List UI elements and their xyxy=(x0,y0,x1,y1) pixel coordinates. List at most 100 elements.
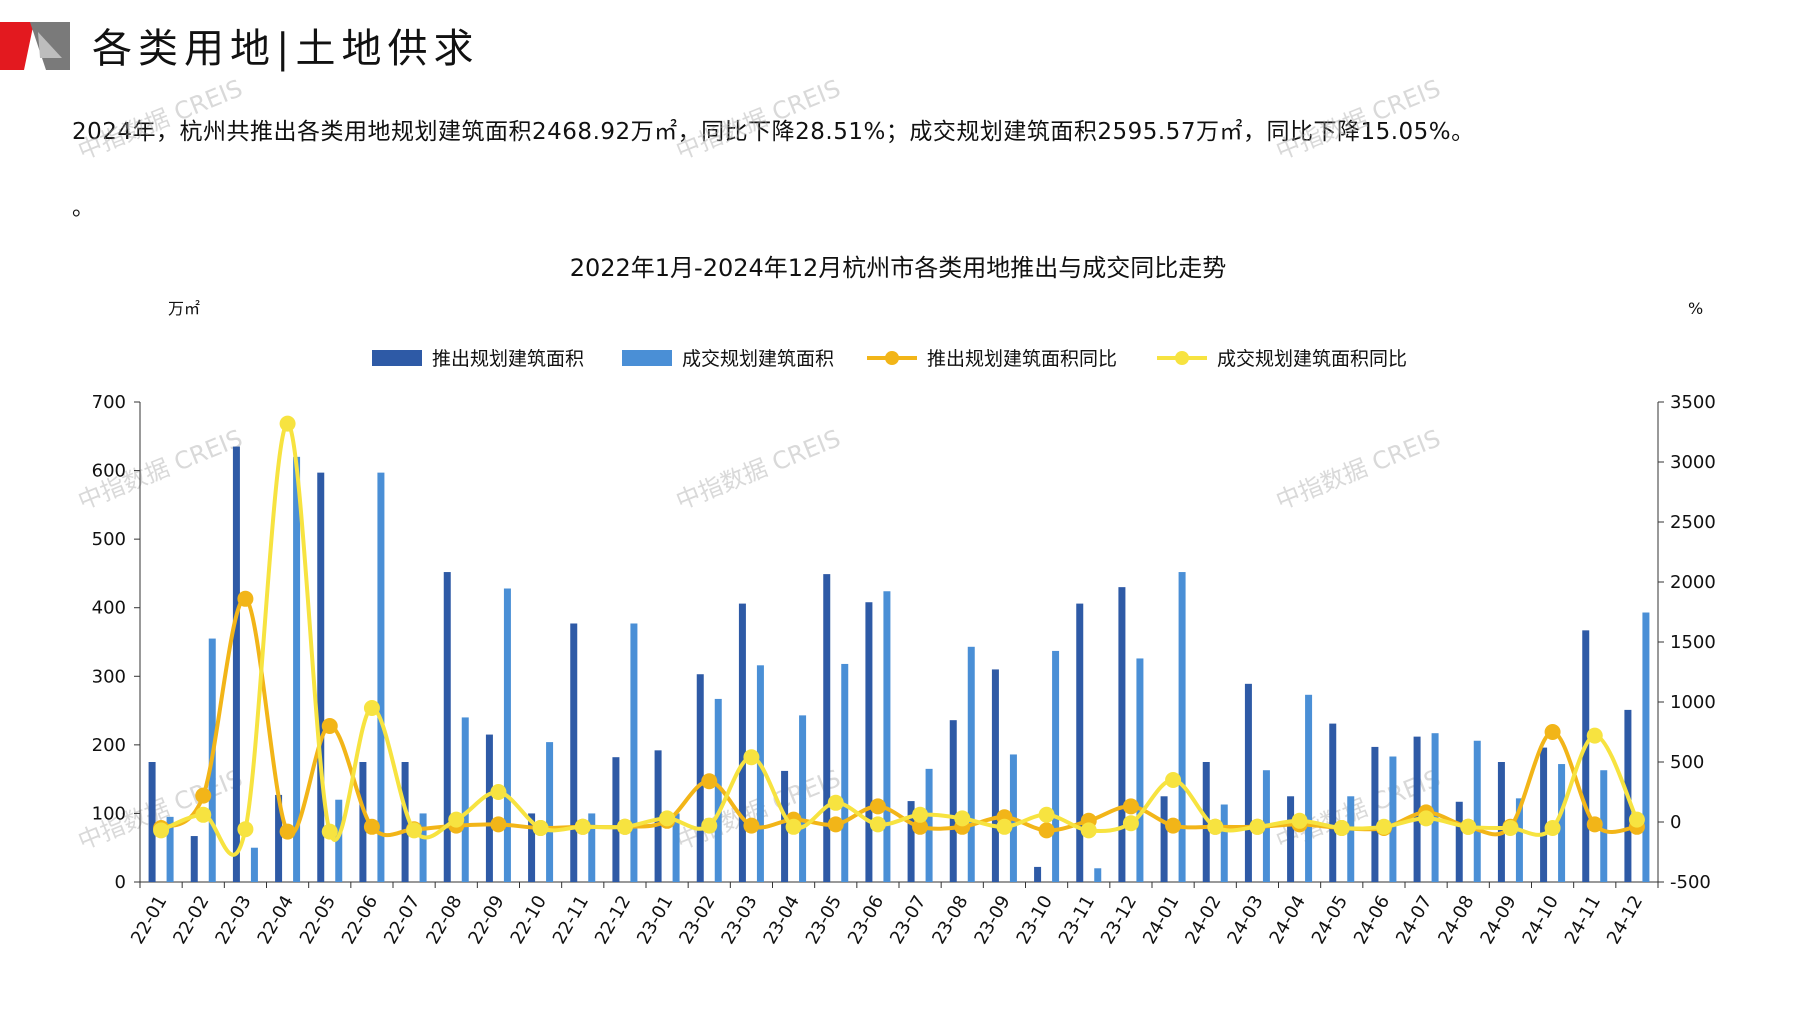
point-deal-yoy xyxy=(1586,727,1603,744)
bar-launch xyxy=(1160,796,1168,882)
x-tick-label: 22-02 xyxy=(169,892,213,948)
bar-launch xyxy=(612,757,620,882)
point-deal-yoy xyxy=(827,794,844,811)
point-deal-yoy xyxy=(1207,818,1224,835)
point-launch-yoy xyxy=(1122,798,1139,815)
bar-launch xyxy=(148,762,156,882)
left-axis-unit: 万㎡ xyxy=(168,299,200,318)
bar-launch xyxy=(443,572,451,882)
x-tick-label: 22-07 xyxy=(380,892,424,948)
bar-deal xyxy=(588,813,596,882)
bar-deal xyxy=(419,813,427,882)
bar-launch xyxy=(1202,762,1210,882)
right-tick-label: 2000 xyxy=(1670,572,1716,593)
bar-deal xyxy=(1558,764,1566,882)
bar-launch xyxy=(190,836,198,882)
point-launch-yoy xyxy=(1544,724,1561,740)
bar-launch xyxy=(1076,603,1084,882)
bar-launch xyxy=(1497,762,1505,882)
bar-deal xyxy=(293,456,301,882)
x-tick-label: 23-11 xyxy=(1055,892,1099,948)
bar-deal xyxy=(1515,798,1523,882)
bar-deal xyxy=(1052,650,1060,882)
right-tick-label: 2500 xyxy=(1670,512,1716,533)
x-tick-label: 22-10 xyxy=(507,892,551,948)
point-deal-yoy xyxy=(1418,810,1435,827)
point-deal-yoy xyxy=(996,818,1013,835)
bar-deal xyxy=(166,816,174,882)
point-deal-yoy xyxy=(869,816,886,833)
bar-launch xyxy=(907,801,915,882)
bar-launch xyxy=(991,669,999,882)
bar-launch xyxy=(823,574,831,882)
point-launch-yoy xyxy=(490,816,507,833)
bar-deal xyxy=(1389,756,1397,882)
bar-deal xyxy=(672,813,680,882)
bar-deal xyxy=(1347,796,1355,882)
point-launch-yoy xyxy=(701,773,718,790)
x-tick-label: 23-04 xyxy=(760,892,804,948)
chart-title: 2022年1月-2024年12月杭州市各类用地推出与成交同比走势 xyxy=(570,254,1227,282)
point-deal-yoy xyxy=(574,818,591,835)
left-tick-label: 500 xyxy=(92,529,126,550)
x-tick-label: 23-02 xyxy=(675,892,719,948)
point-deal-yoy xyxy=(912,806,929,823)
point-deal-yoy xyxy=(616,818,633,835)
bar-launch xyxy=(781,770,789,882)
point-deal-yoy xyxy=(490,784,507,800)
point-launch-yoy xyxy=(869,798,886,815)
point-deal-yoy xyxy=(1080,822,1097,839)
bar-launch xyxy=(738,603,746,882)
x-tick-label: 24-07 xyxy=(1392,892,1436,948)
right-tick-label: 1000 xyxy=(1670,692,1716,713)
bar-launch xyxy=(1329,723,1337,882)
point-deal-yoy xyxy=(1460,818,1477,835)
point-deal-yoy xyxy=(195,806,212,823)
x-tick-label: 23-12 xyxy=(1097,892,1141,948)
bar-launch xyxy=(401,762,409,882)
bar-deal xyxy=(1600,770,1608,882)
x-tick-label: 22-09 xyxy=(464,892,508,948)
point-deal-yoy xyxy=(1249,818,1266,835)
bar-deal xyxy=(1178,572,1186,882)
bar-launch xyxy=(1371,746,1379,882)
bar-launch xyxy=(1118,587,1126,882)
x-tick-label: 23-01 xyxy=(633,892,677,948)
x-tick-label: 23-10 xyxy=(1013,892,1057,948)
point-deal-yoy xyxy=(743,749,760,766)
x-tick-label: 23-03 xyxy=(717,892,761,948)
point-deal-yoy xyxy=(153,822,170,839)
plot-area: 0 100 200 300 400 500 600 700 -500 0 500 1000 1500 20… xyxy=(92,392,1716,948)
right-tick-label: 3500 xyxy=(1670,392,1716,413)
point-deal-yoy xyxy=(448,811,465,828)
x-tick-label: 22-11 xyxy=(549,892,593,948)
point-launch-yoy xyxy=(827,816,844,833)
bar-launch xyxy=(654,750,662,882)
legend-label: 成交规划建筑面积 xyxy=(682,348,834,370)
legend-swatch xyxy=(885,351,899,365)
corner-logo xyxy=(0,22,70,70)
point-launch-yoy xyxy=(237,590,254,607)
bar-deal xyxy=(756,665,764,882)
point-launch-yoy xyxy=(1038,822,1055,839)
bar-deal xyxy=(335,799,343,882)
left-tick-label: 200 xyxy=(92,735,126,756)
point-deal-yoy xyxy=(321,823,338,840)
legend-label: 成交规划建筑面积同比 xyxy=(1217,348,1407,370)
point-deal-yoy xyxy=(1333,820,1350,836)
point-deal-yoy xyxy=(1502,820,1519,836)
x-tick-label: 23-08 xyxy=(928,892,972,948)
bar-launch xyxy=(317,472,325,882)
point-deal-yoy xyxy=(363,700,380,716)
bar-deal xyxy=(714,698,722,882)
point-deal-yoy xyxy=(954,810,971,827)
point-deal-yoy xyxy=(1122,815,1139,832)
bar-deal xyxy=(546,742,554,882)
bar-deal xyxy=(1136,658,1144,882)
x-tick-label: 22-01 xyxy=(127,892,171,948)
bar-launch xyxy=(949,720,957,882)
x-tick-label: 24-06 xyxy=(1350,892,1394,948)
point-deal-yoy xyxy=(1291,812,1308,829)
bar-deal xyxy=(967,646,975,882)
x-tick-label: 24-02 xyxy=(1181,892,1225,948)
